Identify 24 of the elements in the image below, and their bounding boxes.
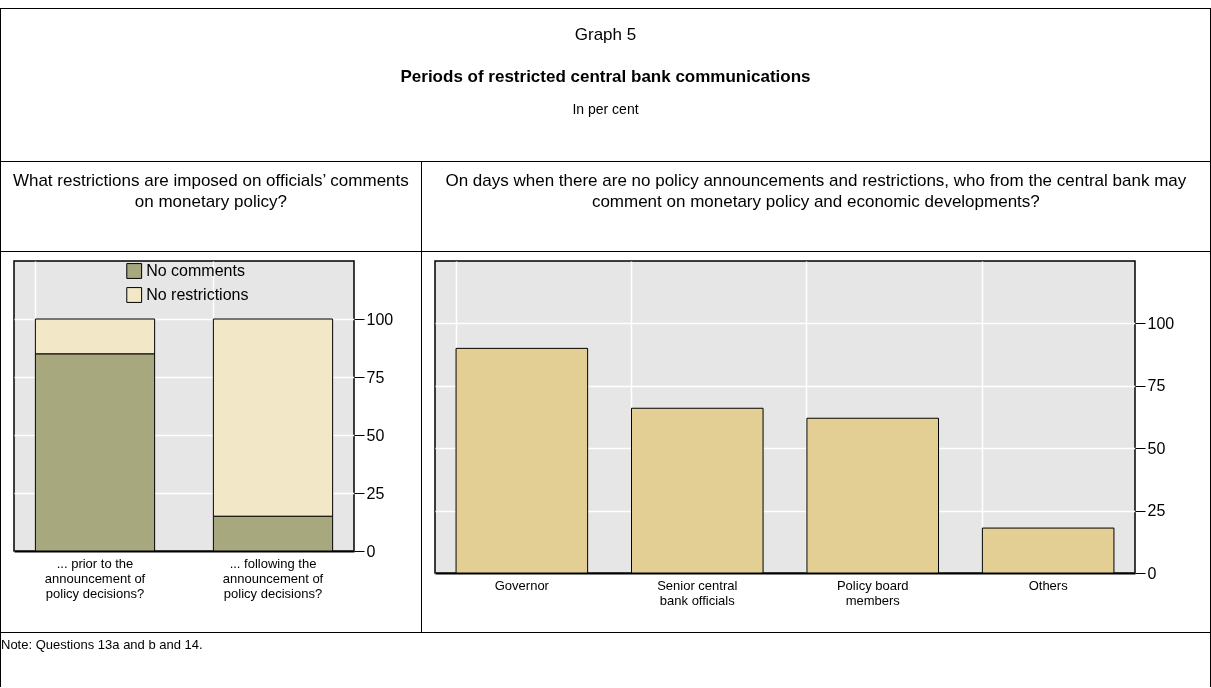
- y-tick-label: 75: [366, 368, 385, 386]
- x-tick-label: ... prior to the announcement of policy decisions?: [44, 555, 146, 601]
- y-tick-label: 100: [366, 310, 394, 328]
- y-tick-label: 100: [1147, 314, 1174, 332]
- text: Note: Questions 13a and b and 14.: [1, 636, 204, 654]
- caption: Graph 5: [573, 24, 638, 45]
- y-tick-label: 50: [366, 426, 385, 444]
- y-tick-label: 25: [1147, 502, 1166, 520]
- x-tick-label: Governor: [494, 577, 550, 593]
- x-tick-label: Senior central bank officials: [656, 577, 738, 608]
- chart-title: On days when there are no policy announcements and restrictions, who from the central bank may comment on monetary policy and economic developments?: [421, 162, 1210, 252]
- y-tick-label: 25: [366, 484, 385, 502]
- legend-label: No comments: [146, 262, 245, 279]
- text: Periods of restricted central bank communications: [399, 67, 812, 87]
- y-tick-label: 50: [1147, 439, 1166, 457]
- text: In per cent: [571, 101, 640, 117]
- x-tick-label: ... following the announcement of policy decisions?: [222, 555, 324, 601]
- y-tick-label: 75: [1147, 377, 1166, 395]
- y-tick-label: 0: [366, 542, 376, 560]
- chart-title: What restrictions are imposed on officials’ comments on monetary policy?: [1, 162, 421, 252]
- x-tick-label: Policy board members: [836, 577, 909, 608]
- x-tick-label: Others: [1028, 577, 1068, 593]
- legend-label: No restrictions: [146, 286, 249, 303]
- y-tick-label: 0: [1147, 564, 1157, 582]
